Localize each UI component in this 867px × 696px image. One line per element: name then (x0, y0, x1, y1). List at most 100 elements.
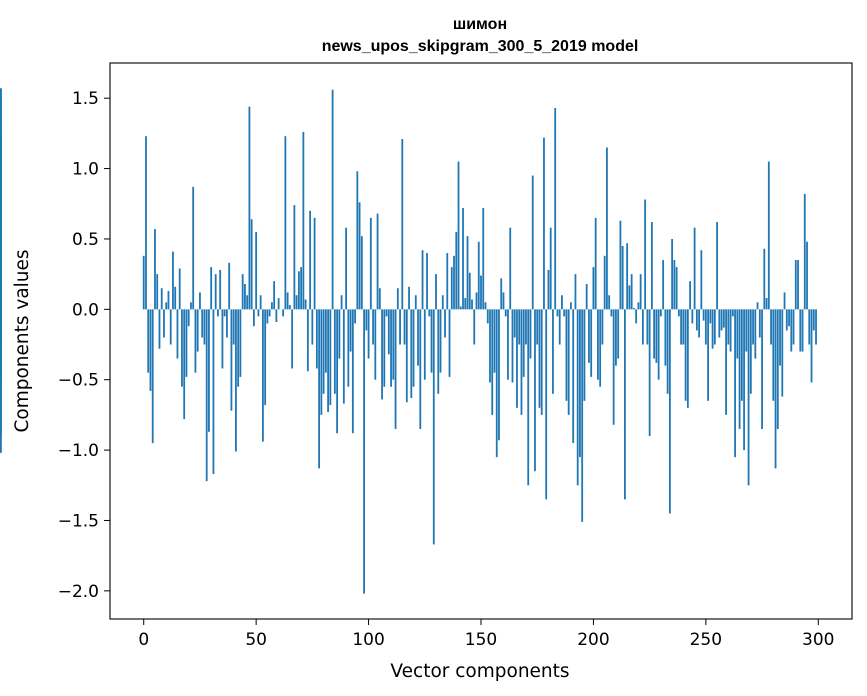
bar (612, 309, 615, 425)
bar (466, 236, 469, 310)
bar (365, 309, 368, 331)
bar (480, 275, 482, 310)
bar (183, 309, 186, 420)
bar (615, 309, 617, 366)
bar (293, 205, 296, 310)
bar (504, 309, 507, 317)
bar (644, 199, 647, 310)
bar (637, 302, 640, 310)
bar (653, 309, 656, 359)
bar (264, 309, 267, 406)
bar (151, 309, 154, 444)
bar (558, 309, 561, 345)
bar (268, 309, 271, 317)
bar (320, 309, 323, 415)
bar (241, 274, 244, 310)
bar (727, 309, 730, 345)
bar (376, 213, 379, 310)
bar (482, 207, 485, 310)
bar (347, 309, 350, 387)
bar (327, 309, 329, 413)
bar (668, 309, 671, 514)
bar (185, 309, 188, 377)
bar (190, 302, 192, 310)
bar (163, 309, 165, 338)
bar (286, 292, 289, 310)
bar (734, 309, 736, 458)
bar (297, 271, 300, 310)
bar (358, 202, 361, 310)
bar (543, 137, 545, 310)
bar (806, 241, 808, 310)
bar (158, 309, 161, 349)
x-tick-label: 200 (577, 630, 609, 650)
bar (671, 238, 674, 310)
bar (626, 243, 629, 310)
bar (342, 309, 345, 404)
bar (178, 268, 181, 310)
bar (684, 309, 687, 401)
bar (273, 281, 276, 310)
bar (579, 309, 581, 458)
bar (592, 267, 595, 310)
bar (547, 269, 550, 310)
bar (495, 309, 498, 458)
x-tick-label: 250 (690, 630, 722, 650)
bar (698, 309, 700, 338)
bar (628, 285, 631, 310)
bar (740, 309, 743, 401)
bar (145, 136, 147, 310)
bar (691, 309, 694, 324)
bar (448, 309, 451, 377)
bar (511, 309, 514, 383)
bar (709, 309, 712, 324)
bar (302, 131, 305, 310)
bar (250, 219, 253, 310)
bar (608, 295, 611, 310)
bar (385, 309, 388, 317)
bar (493, 309, 496, 373)
bar (583, 309, 586, 401)
bar (725, 309, 727, 415)
bar (428, 309, 431, 317)
bar (599, 309, 602, 387)
bar (657, 309, 660, 380)
bar (421, 250, 424, 310)
bar (318, 309, 321, 469)
bar (561, 295, 563, 310)
x-tick-label: 50 (245, 630, 267, 650)
bar (700, 250, 703, 310)
bar (390, 309, 392, 387)
bar (803, 193, 806, 310)
bar (396, 288, 399, 310)
bar (374, 309, 377, 380)
bar (217, 309, 219, 317)
bar (394, 309, 397, 429)
bar (367, 309, 370, 359)
bar (617, 309, 620, 359)
bar (489, 309, 491, 383)
bar (812, 309, 815, 331)
bar (498, 309, 500, 441)
bar (682, 309, 685, 345)
bar (226, 309, 228, 338)
y-tick-label: 0.5 (72, 230, 99, 250)
bar (502, 292, 505, 310)
bar (749, 309, 752, 394)
bar (745, 309, 748, 352)
y-tick-label: −0.5 (58, 371, 99, 391)
bar (459, 306, 462, 310)
bar (520, 309, 523, 415)
bar (176, 309, 179, 359)
bar (664, 309, 667, 366)
y-tick-label: 0.0 (72, 300, 99, 320)
bar (729, 309, 732, 352)
bar (801, 309, 804, 352)
chart-title: шимон (453, 16, 507, 33)
bar (414, 295, 417, 310)
bar (441, 295, 444, 310)
bar (315, 309, 318, 369)
bar (815, 309, 817, 345)
y-tick-label: 1.0 (72, 160, 99, 180)
chart-subtitle: news_upos_skipgram_300_5_2019 model (322, 38, 639, 55)
